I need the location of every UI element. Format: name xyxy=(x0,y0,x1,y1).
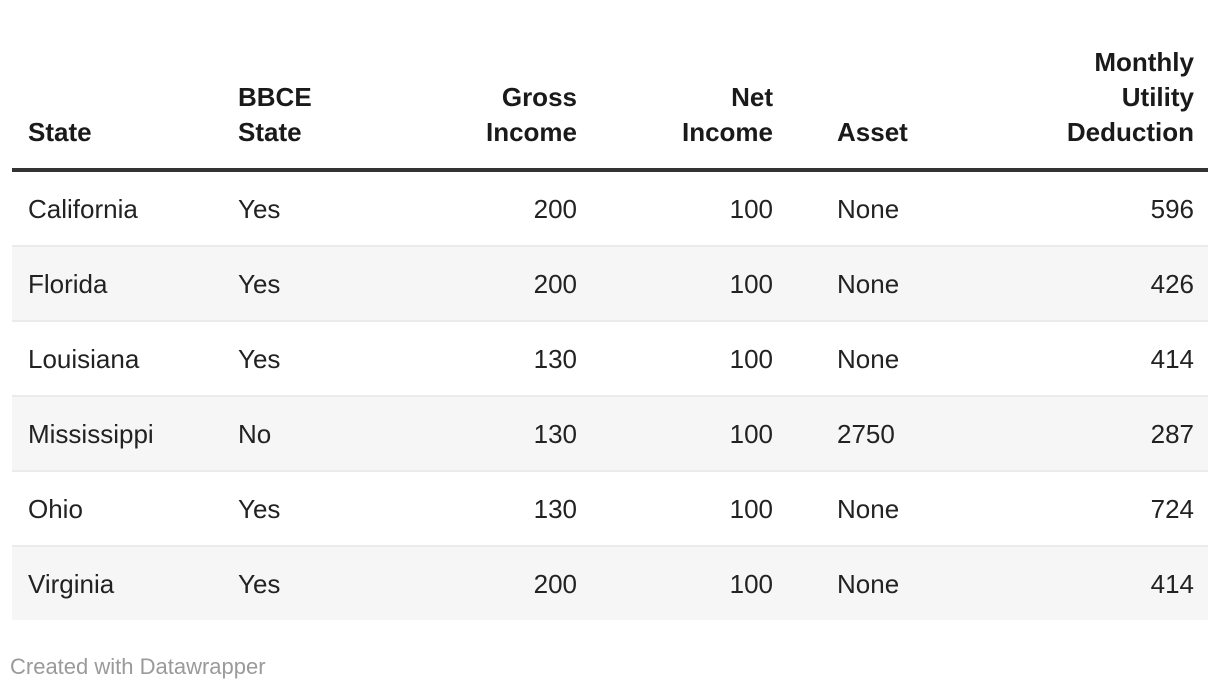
cell-gross-income: 200 xyxy=(390,245,593,321)
cell-bbce-state: Yes xyxy=(222,545,390,620)
table-row-ohio: Ohio Yes 130 100 None 724 xyxy=(12,470,1208,546)
cell-gross-income: 130 xyxy=(390,320,593,396)
table-header: State BBCE State Gross Income Net Income… xyxy=(12,0,1208,172)
cell-monthly-utility-deduction: 414 xyxy=(1000,320,1208,396)
cell-monthly-utility-deduction: 596 xyxy=(1150,193,1194,224)
cell-gross-income: 200 xyxy=(533,193,577,224)
cell-bbce-state: Yes xyxy=(222,320,390,396)
cell-net-income: 100 xyxy=(593,245,821,321)
table-row-virginia: Virginia Yes 200 100 None 414 xyxy=(12,545,1208,620)
cell-asset: None xyxy=(821,470,1000,546)
column-header-monthly-utility-deduction: Monthly Utility Deduction xyxy=(1000,0,1208,172)
table-row-louisiana: Louisiana Yes 130 100 None 414 xyxy=(12,320,1208,396)
cell-monthly-utility-deduction: 287 xyxy=(1000,395,1208,471)
cell-monthly-utility-deduction: 426 xyxy=(1000,245,1208,321)
cell-gross-income: 130 xyxy=(390,470,593,546)
cell-asset: 2750 xyxy=(821,395,1000,471)
cell-bbce-state: No xyxy=(222,395,390,471)
data-table: State BBCE State Gross Income Net Income… xyxy=(12,0,1208,620)
cell-state: Virginia xyxy=(12,545,222,620)
datawrapper-credit: Created with Datawrapper xyxy=(10,654,266,679)
cell-bbce-state: Yes xyxy=(222,470,390,546)
cell-net-income: 100 xyxy=(593,320,821,396)
cell-net-income: 100 xyxy=(593,395,821,471)
cell-state: Florida xyxy=(12,245,222,321)
cell-state: Mississippi xyxy=(12,395,222,471)
cell-state: Ohio xyxy=(12,470,222,546)
header-row: State BBCE State Gross Income Net Income… xyxy=(12,0,1208,172)
cell-bbce-state: Yes xyxy=(238,193,281,224)
column-header-state: State xyxy=(12,0,222,172)
cell-state: Louisiana xyxy=(12,320,222,396)
cell-monthly-utility-deduction: 724 xyxy=(1000,470,1208,546)
column-header-net-income: Net Income xyxy=(593,0,821,172)
column-header-gross-income: Gross Income xyxy=(390,0,593,172)
table-row-california: California Yes 200 100 None 596 xyxy=(12,170,1208,246)
table-row-mississippi: Mississippi No 130 100 2750 287 xyxy=(12,395,1208,471)
column-header-bbce-state: BBCE State xyxy=(222,0,390,172)
table-row-florida: Florida Yes 200 100 None 426 xyxy=(12,245,1208,321)
cell-asset: None xyxy=(821,320,1000,396)
cell-gross-income: 130 xyxy=(390,395,593,471)
cell-asset: None xyxy=(837,193,900,224)
cell-net-income: 100 xyxy=(729,193,773,224)
cell-net-income: 100 xyxy=(593,545,821,620)
cell-bbce-state: Yes xyxy=(222,245,390,321)
cell-asset: None xyxy=(821,245,1000,321)
table-body: California Yes 200 100 None 596 Florida … xyxy=(12,170,1208,620)
column-header-asset: Asset xyxy=(821,0,1000,172)
cell-net-income: 100 xyxy=(593,470,821,546)
cell-asset: None xyxy=(821,545,1000,620)
cell-state: California xyxy=(28,193,138,224)
cell-monthly-utility-deduction: 414 xyxy=(1000,545,1208,620)
cell-gross-income: 200 xyxy=(390,545,593,620)
